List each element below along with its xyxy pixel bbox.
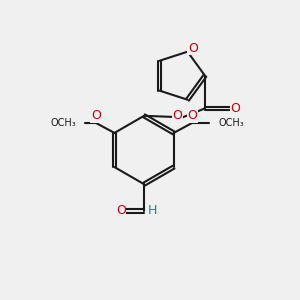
Text: O: O xyxy=(91,110,101,122)
Text: H: H xyxy=(148,204,157,218)
Text: O: O xyxy=(116,204,126,218)
Text: O: O xyxy=(231,102,241,115)
Text: O: O xyxy=(188,42,198,55)
Text: OCH₃: OCH₃ xyxy=(218,118,244,128)
Text: OCH₃: OCH₃ xyxy=(50,118,76,128)
Text: O: O xyxy=(172,109,182,122)
Text: O: O xyxy=(187,110,197,122)
